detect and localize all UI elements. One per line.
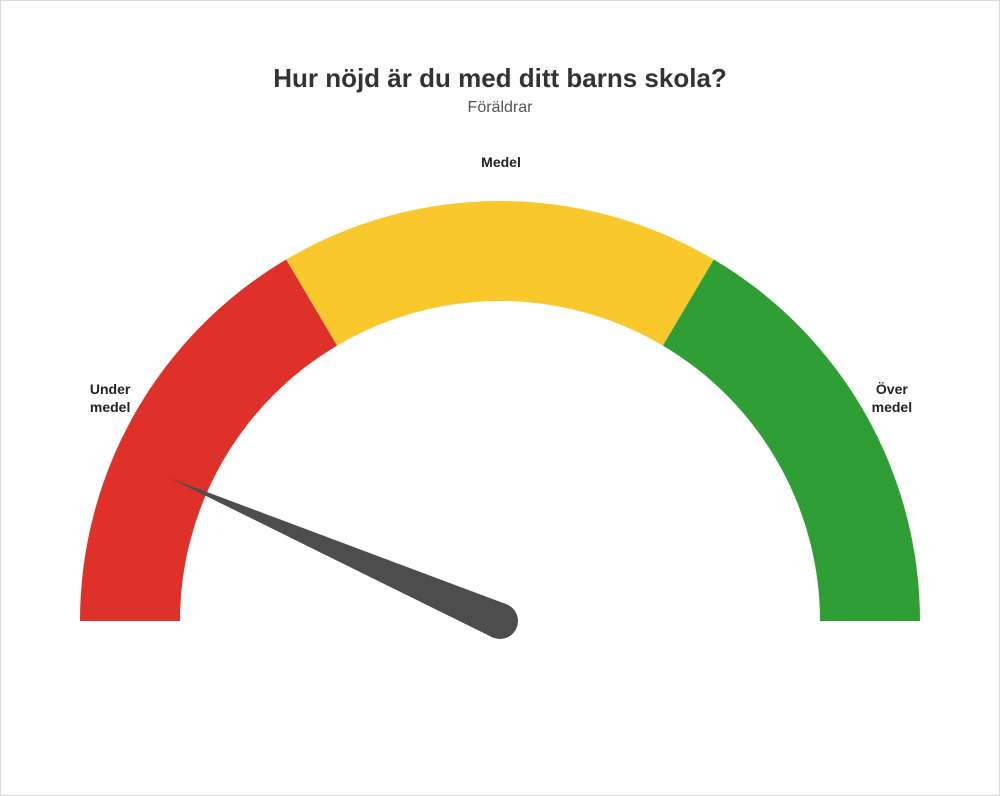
gauge-zone-1: [286, 201, 714, 346]
chart-frame: Hur nöjd är du med ditt barns skola? För…: [0, 0, 1000, 796]
chart-subtitle: Föräldrar: [1, 99, 999, 117]
gauge-zone-label-2: Över medel: [862, 381, 922, 416]
gauge-chart: [80, 201, 920, 666]
gauge-zone-label-1: Medel: [471, 154, 531, 172]
gauge-needle: [170, 478, 508, 637]
chart-title: Hur nöjd är du med ditt barns skola?: [1, 63, 999, 94]
gauge-hub: [482, 603, 518, 639]
gauge-svg: [80, 201, 920, 661]
gauge-zone-0: [80, 259, 337, 621]
gauge-zone-2: [663, 259, 920, 621]
gauge-zone-label-0: Under medel: [80, 381, 140, 416]
